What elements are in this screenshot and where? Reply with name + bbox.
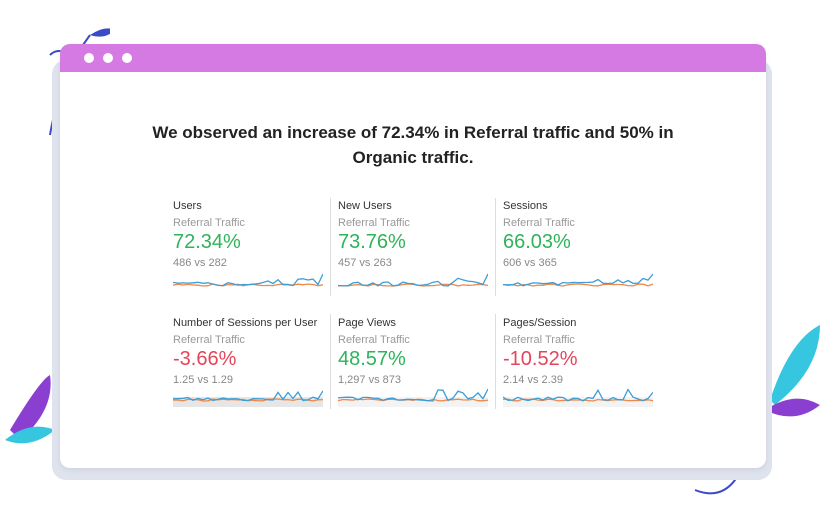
metric-card[interactable]: Pages/Session Referral Traffic -10.52% 2…	[503, 317, 653, 407]
metric-title: Sessions	[503, 200, 548, 212]
sparkline	[503, 388, 653, 407]
divider	[495, 198, 496, 296]
metric-change: 66.03%	[503, 231, 571, 253]
sparkline-current-series	[503, 273, 653, 287]
sparkline-current-series	[338, 388, 488, 402]
headline: We observed an increase of 72.34% in Ref…	[60, 120, 766, 170]
sparkline-current-series	[173, 390, 323, 402]
metric-card[interactable]: Page Views Referral Traffic 48.57% 1,297…	[338, 317, 488, 407]
sparkline	[503, 273, 653, 287]
metric-title: Page Views	[338, 317, 396, 329]
window-dot-icon[interactable]	[122, 53, 132, 63]
metric-comparison: 2.14 vs 2.39	[503, 374, 563, 386]
metric-title: New Users	[338, 200, 392, 212]
metric-segment: Referral Traffic	[503, 217, 575, 229]
divider	[330, 314, 331, 409]
metric-title: Pages/Session	[503, 317, 577, 329]
metric-card[interactable]: New Users Referral Traffic 73.76% 457 vs…	[338, 200, 488, 287]
divider	[330, 198, 331, 296]
metric-comparison: 606 vs 365	[503, 257, 557, 269]
sparkline	[173, 273, 323, 287]
metric-change: -3.66%	[173, 348, 237, 370]
divider	[495, 314, 496, 409]
sparkline-previous-series	[338, 398, 488, 402]
sparkline-current-series	[338, 273, 488, 287]
window-dot-icon[interactable]	[103, 53, 113, 63]
sparkline-current-series	[503, 388, 653, 402]
metric-segment: Referral Traffic	[503, 334, 575, 346]
metric-segment: Referral Traffic	[338, 334, 410, 346]
window-dot-icon[interactable]	[84, 53, 94, 63]
browser-window: We observed an increase of 72.34% in Ref…	[60, 44, 766, 468]
sparkline	[338, 273, 488, 287]
metric-title: Number of Sessions per User	[173, 317, 318, 329]
metric-change: 72.34%	[173, 231, 241, 253]
metric-change: 48.57%	[338, 348, 406, 370]
sparkline-previous-series	[503, 398, 653, 402]
metric-comparison: 1.25 vs 1.29	[173, 374, 233, 386]
metric-change: -10.52%	[503, 348, 578, 370]
sparkline-current-series	[173, 273, 323, 287]
metric-segment: Referral Traffic	[338, 217, 410, 229]
metric-card[interactable]: Users Referral Traffic 72.34% 486 vs 282	[173, 200, 323, 287]
sparkline	[338, 388, 488, 407]
leaf-decoration-icon	[765, 325, 820, 417]
metric-change: 73.76%	[338, 231, 406, 253]
headline-text: We observed an increase of 72.34% in Ref…	[152, 123, 674, 167]
metric-segment: Referral Traffic	[173, 217, 245, 229]
leaf-decoration-icon	[5, 375, 55, 444]
metric-card[interactable]: Number of Sessions per User Referral Tra…	[173, 317, 323, 407]
window-titlebar	[60, 44, 766, 72]
metric-card[interactable]: Sessions Referral Traffic 66.03% 606 vs …	[503, 200, 653, 287]
sparkline	[173, 390, 323, 407]
metric-comparison: 1,297 vs 873	[338, 374, 401, 386]
metric-segment: Referral Traffic	[173, 334, 245, 346]
metric-comparison: 486 vs 282	[173, 257, 227, 269]
metric-title: Users	[173, 200, 202, 212]
metric-comparison: 457 vs 263	[338, 257, 392, 269]
